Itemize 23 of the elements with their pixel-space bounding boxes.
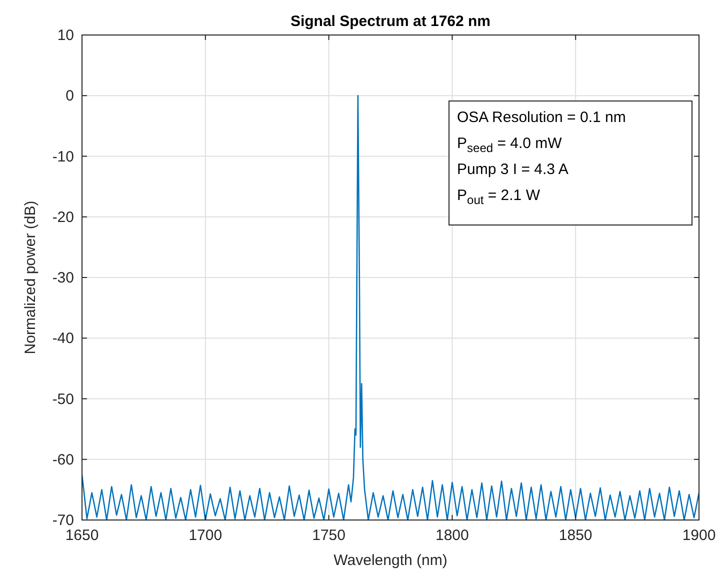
y-tick-label: -50	[52, 390, 74, 408]
y-tick-label: -30	[52, 270, 74, 286]
x-tick-label: 1900	[682, 527, 716, 544]
y-tick-label: -10	[52, 148, 74, 166]
y-tick-label: -60	[52, 451, 74, 468]
line-series	[82, 94, 699, 520]
x-tick-label: 1750	[312, 527, 346, 544]
y-axis-title: Normalized power (dB)	[22, 200, 39, 354]
x-axis-title: Wavelength (nm)	[334, 552, 448, 569]
y-tick-label: 10	[57, 27, 74, 44]
chart-title: Signal Spectrum at 1762 nm	[290, 13, 491, 30]
x-tick-label: 1850	[558, 527, 592, 544]
y-tick-label: -40	[52, 330, 74, 348]
x-tick-label: 1800	[436, 527, 469, 544]
y-tick-label: -20	[52, 208, 74, 226]
y-tick-label: -70	[52, 512, 74, 529]
x-tick-label: 1650	[65, 527, 99, 544]
annotation: Pump 3 I = 4.3 A	[457, 161, 568, 178]
y-tick-label: 0	[66, 88, 74, 105]
annotation: P$_{out}$ = 2.1 W	[457, 187, 541, 207]
x-tick-label: 1700	[188, 527, 222, 544]
annotation: OSA Resolution = 0.1 nm	[457, 109, 626, 126]
annotation: P$_{seed}$ = 4.0 mW	[457, 135, 563, 155]
